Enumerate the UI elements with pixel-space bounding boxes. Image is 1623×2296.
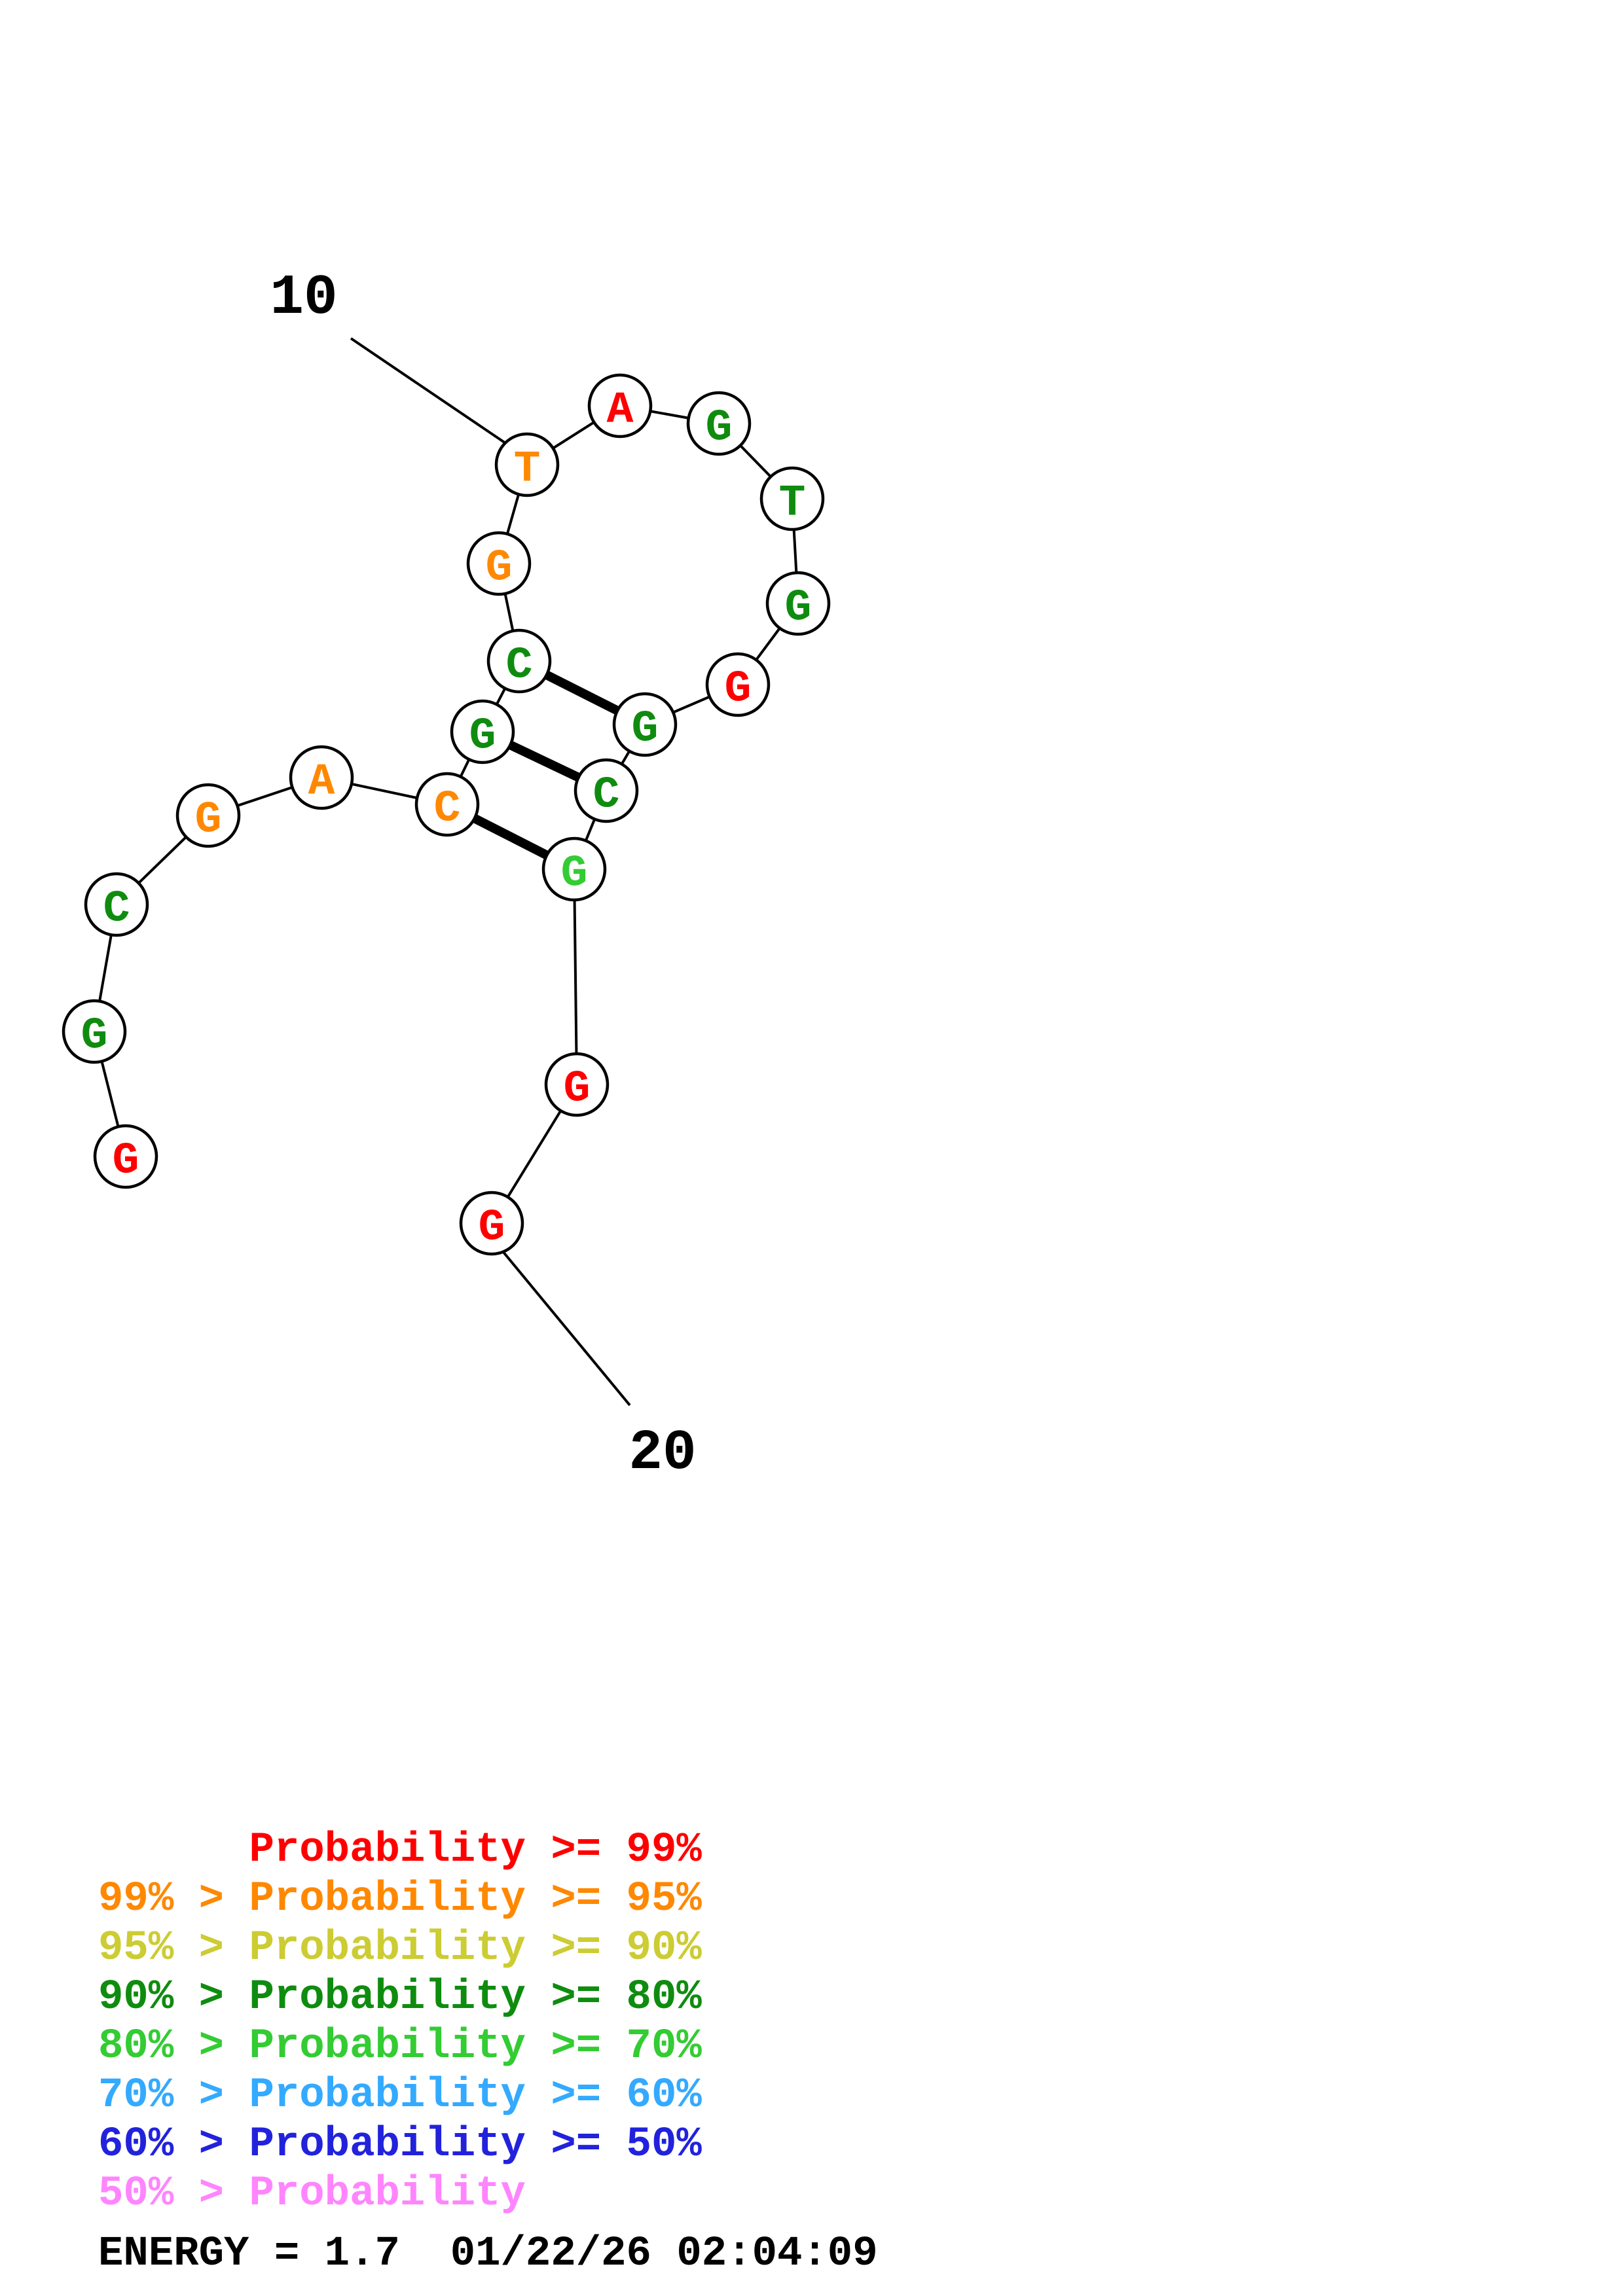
- legend-row: 60% > Probability >= 50%: [98, 2121, 702, 2168]
- nucleotide-circle: [541, 836, 607, 902]
- legend-row: Probability >= 99%: [98, 1827, 702, 1874]
- nucleotide-base: G: [706, 403, 733, 453]
- legend-row: 99% > Probability >= 95%: [98, 1876, 702, 1923]
- nucleotide-circle: [759, 466, 825, 531]
- nucleotide-circle: [544, 1052, 610, 1117]
- nucleotide-base: A: [607, 385, 634, 435]
- nucleotide-circle: [93, 1124, 158, 1189]
- nucleotide-base: G: [785, 583, 812, 633]
- nucleotide-base: C: [103, 884, 130, 934]
- probability-legend: Probability >= 99% 99% > Probability >= 9…: [98, 1826, 702, 2219]
- legend-row: 95% > Probability >= 90%: [98, 1925, 702, 1972]
- nucleotide-circle: [765, 571, 831, 636]
- nucleotide-circle: [62, 999, 127, 1064]
- nucleotide-circle: [686, 391, 752, 456]
- nucleotide-base: C: [506, 640, 533, 691]
- nucleotide-circle: [414, 772, 480, 837]
- nucleotide-circle: [612, 692, 678, 757]
- nucleotide-base: G: [195, 795, 222, 845]
- nucleotide-base: G: [564, 1064, 591, 1114]
- nucleotide-circle: [466, 531, 532, 596]
- index-pointer-line: [501, 1250, 631, 1407]
- index-pointer-line: [350, 337, 509, 446]
- sequence-index-label: 20: [629, 1421, 696, 1485]
- nucleotide-circle: [587, 373, 653, 439]
- nucleotide-circle: [459, 1191, 524, 1256]
- nucleotide-base: G: [561, 848, 588, 899]
- legend-row: 70% > Probability >= 60%: [98, 2072, 702, 2119]
- nucleotide-circle: [450, 699, 515, 764]
- nucleotide-base: G: [632, 704, 659, 754]
- nucleotide-circle: [486, 628, 552, 694]
- nucleotide-base: G: [725, 664, 752, 714]
- nucleotide-circle: [705, 652, 771, 717]
- nucleotide-base: C: [434, 783, 461, 834]
- sequence-index-label: 10: [270, 266, 337, 330]
- energy-timestamp-line: ENERGY = 1.7 01/22/26 02:04:09: [98, 2231, 878, 2278]
- nucleotide-base: G: [479, 1202, 505, 1253]
- nucleotide-circle: [175, 783, 241, 848]
- nucleotide-base: T: [779, 478, 806, 528]
- nucleotide-base: G: [486, 543, 513, 593]
- nucleotide-base: G: [469, 711, 496, 761]
- nucleotide-base: G: [81, 1011, 108, 1061]
- nucleotide-base: C: [593, 770, 620, 820]
- nucleotide-circle: [494, 432, 560, 497]
- nucleotide-base: T: [514, 444, 541, 494]
- nucleotide-base: G: [113, 1136, 139, 1186]
- nucleotide-circle: [84, 872, 149, 937]
- backbone-segment: [573, 869, 578, 1085]
- nucleotide-base: A: [308, 757, 335, 807]
- legend-row: 80% > Probability >= 70%: [98, 2023, 702, 2070]
- legend-row: 90% > Probability >= 80%: [98, 1974, 702, 2021]
- legend-row: 50% > Probability: [98, 2170, 526, 2217]
- nucleotide-circle: [289, 745, 354, 810]
- nucleotide-circle: [574, 758, 639, 823]
